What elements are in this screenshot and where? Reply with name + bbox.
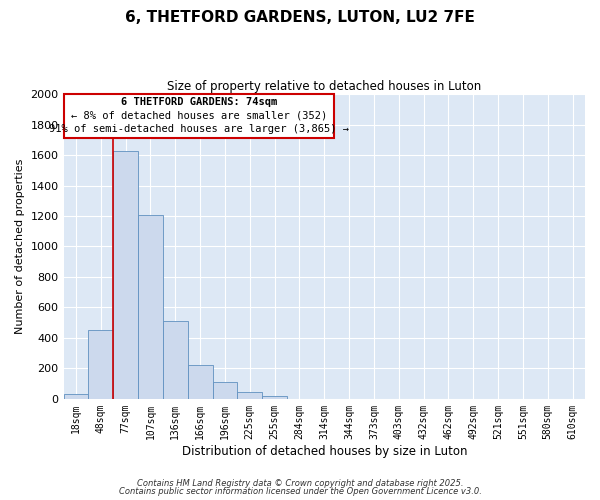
- Text: Contains public sector information licensed under the Open Government Licence v3: Contains public sector information licen…: [119, 487, 481, 496]
- Bar: [88, 330, 113, 399]
- Text: ← 8% of detached houses are smaller (352): ← 8% of detached houses are smaller (352…: [71, 110, 327, 120]
- Bar: [188, 366, 212, 399]
- FancyBboxPatch shape: [64, 94, 334, 138]
- Bar: [163, 321, 188, 399]
- Text: 6, THETFORD GARDENS, LUTON, LU2 7FE: 6, THETFORD GARDENS, LUTON, LU2 7FE: [125, 10, 475, 25]
- Text: 6 THETFORD GARDENS: 74sqm: 6 THETFORD GARDENS: 74sqm: [121, 97, 277, 107]
- Y-axis label: Number of detached properties: Number of detached properties: [15, 159, 25, 334]
- Title: Size of property relative to detached houses in Luton: Size of property relative to detached ho…: [167, 80, 481, 93]
- X-axis label: Distribution of detached houses by size in Luton: Distribution of detached houses by size …: [182, 444, 467, 458]
- Bar: [212, 382, 238, 399]
- Bar: [64, 394, 88, 399]
- Text: 91% of semi-detached houses are larger (3,865) →: 91% of semi-detached houses are larger (…: [49, 124, 349, 134]
- Text: Contains HM Land Registry data © Crown copyright and database right 2025.: Contains HM Land Registry data © Crown c…: [137, 478, 463, 488]
- Bar: [238, 392, 262, 399]
- Bar: [113, 152, 138, 399]
- Bar: [262, 396, 287, 399]
- Bar: [138, 214, 163, 399]
